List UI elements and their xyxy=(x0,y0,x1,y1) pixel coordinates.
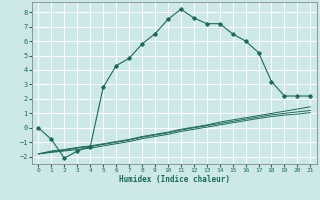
X-axis label: Humidex (Indice chaleur): Humidex (Indice chaleur) xyxy=(119,175,230,184)
